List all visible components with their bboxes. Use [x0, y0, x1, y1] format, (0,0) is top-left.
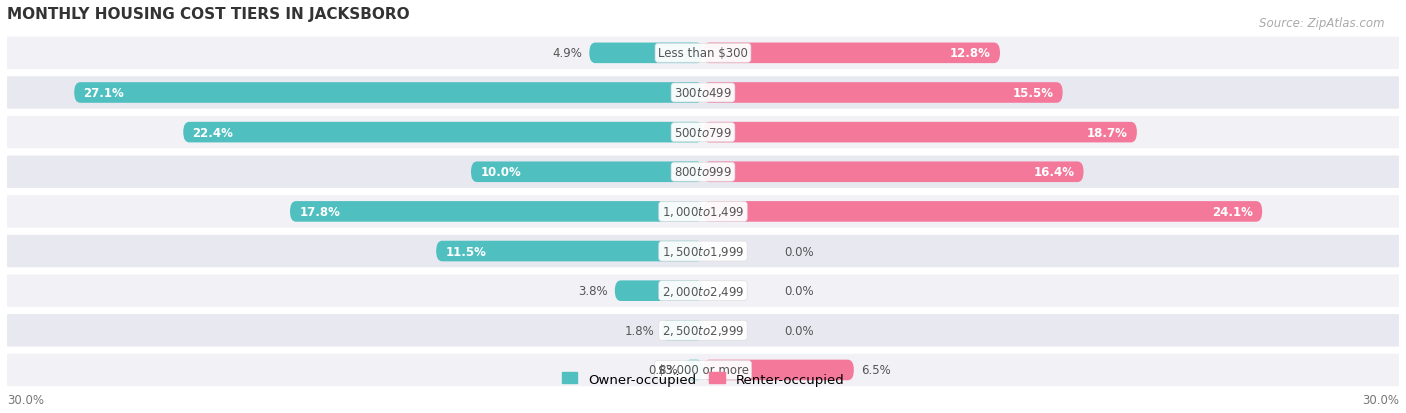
Text: $3,000 or more: $3,000 or more — [658, 363, 748, 377]
Text: $800 to $999: $800 to $999 — [673, 166, 733, 179]
Text: 15.5%: 15.5% — [1012, 87, 1053, 100]
FancyBboxPatch shape — [0, 235, 1406, 268]
FancyBboxPatch shape — [703, 360, 853, 380]
Text: 30.0%: 30.0% — [7, 393, 44, 406]
Text: 0.0%: 0.0% — [785, 324, 814, 337]
Text: 3.8%: 3.8% — [578, 285, 607, 297]
Text: MONTHLY HOUSING COST TIERS IN JACKSBORO: MONTHLY HOUSING COST TIERS IN JACKSBORO — [7, 7, 409, 22]
Text: 22.4%: 22.4% — [193, 126, 233, 139]
FancyBboxPatch shape — [0, 314, 1406, 347]
FancyBboxPatch shape — [685, 360, 703, 380]
Text: $1,500 to $1,999: $1,500 to $1,999 — [662, 244, 744, 259]
FancyBboxPatch shape — [75, 83, 703, 104]
Text: Source: ZipAtlas.com: Source: ZipAtlas.com — [1260, 17, 1385, 29]
Text: $1,000 to $1,499: $1,000 to $1,499 — [662, 205, 744, 219]
Text: Less than $300: Less than $300 — [658, 47, 748, 60]
FancyBboxPatch shape — [703, 162, 1084, 183]
FancyBboxPatch shape — [703, 202, 1263, 222]
FancyBboxPatch shape — [0, 275, 1406, 307]
Text: 11.5%: 11.5% — [446, 245, 486, 258]
Text: 10.0%: 10.0% — [481, 166, 522, 179]
Text: 1.8%: 1.8% — [624, 324, 654, 337]
FancyBboxPatch shape — [0, 116, 1406, 149]
FancyBboxPatch shape — [0, 156, 1406, 189]
FancyBboxPatch shape — [436, 241, 703, 262]
FancyBboxPatch shape — [471, 162, 703, 183]
Text: 0.8%: 0.8% — [648, 363, 678, 377]
FancyBboxPatch shape — [589, 43, 703, 64]
Legend: Owner-occupied, Renter-occupied: Owner-occupied, Renter-occupied — [557, 367, 849, 391]
Text: $2,500 to $2,999: $2,500 to $2,999 — [662, 323, 744, 337]
FancyBboxPatch shape — [614, 281, 703, 301]
Text: 0.0%: 0.0% — [785, 245, 814, 258]
FancyBboxPatch shape — [290, 202, 703, 222]
Text: $500 to $799: $500 to $799 — [673, 126, 733, 139]
Text: 12.8%: 12.8% — [950, 47, 991, 60]
Text: 16.4%: 16.4% — [1033, 166, 1074, 179]
FancyBboxPatch shape — [661, 320, 703, 341]
Text: 30.0%: 30.0% — [1362, 393, 1399, 406]
FancyBboxPatch shape — [703, 43, 1000, 64]
Text: 24.1%: 24.1% — [1212, 205, 1253, 218]
FancyBboxPatch shape — [0, 354, 1406, 386]
Text: $300 to $499: $300 to $499 — [673, 87, 733, 100]
Text: 27.1%: 27.1% — [83, 87, 124, 100]
FancyBboxPatch shape — [0, 38, 1406, 70]
FancyBboxPatch shape — [703, 123, 1137, 143]
FancyBboxPatch shape — [703, 83, 1063, 104]
Text: 17.8%: 17.8% — [299, 205, 340, 218]
Text: 4.9%: 4.9% — [553, 47, 582, 60]
Text: 0.0%: 0.0% — [785, 285, 814, 297]
Text: 6.5%: 6.5% — [860, 363, 890, 377]
FancyBboxPatch shape — [183, 123, 703, 143]
FancyBboxPatch shape — [0, 196, 1406, 228]
FancyBboxPatch shape — [0, 77, 1406, 109]
Text: 18.7%: 18.7% — [1087, 126, 1128, 139]
Text: $2,000 to $2,499: $2,000 to $2,499 — [662, 284, 744, 298]
